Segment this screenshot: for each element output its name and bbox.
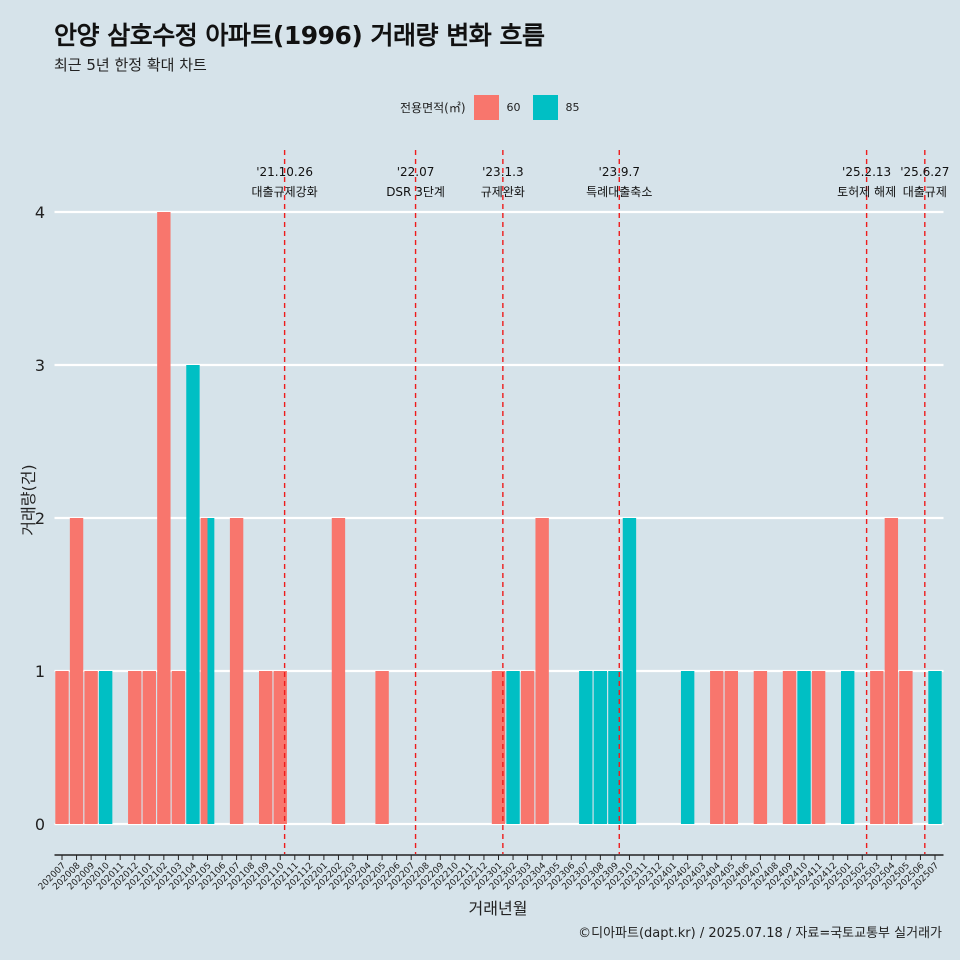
bar-202010-85	[98, 671, 113, 824]
bar-202410-85	[797, 671, 811, 824]
y-tick-label-4: 4	[35, 203, 45, 222]
event-date-4: '25.2.13	[842, 165, 891, 179]
event-date-0: '21.10.26	[256, 165, 313, 179]
chart-title: 안양 삼호수정 아파트(1996) 거래량 변화 흐름	[54, 21, 545, 50]
bar-202409-60	[782, 671, 797, 824]
y-axis-title: 거래량(건)	[19, 464, 38, 535]
bar-202301-60	[491, 671, 506, 824]
bar-202404-60	[710, 671, 724, 824]
bar-202302-85	[506, 671, 520, 824]
event-date-2: '23.1.3	[482, 165, 523, 179]
legend-swatch-85	[532, 94, 558, 120]
bar-202507-85	[928, 671, 942, 824]
y-tick-label-0: 0	[35, 815, 45, 834]
event-date-1: '22.07	[397, 165, 435, 179]
bar-202102-60	[157, 212, 171, 824]
bar-202405-60	[724, 671, 738, 824]
bar-202105-60	[200, 518, 208, 824]
bar-202104-85	[186, 365, 200, 824]
bar-202205-60	[375, 671, 389, 824]
legend-item-60: 60	[473, 94, 527, 120]
event-label-2: 규제완화	[481, 185, 525, 199]
event-label-0: 대출규제강화	[251, 185, 317, 199]
event-date-3: '23.9.7	[599, 165, 640, 179]
bar-202309-85	[608, 671, 622, 824]
legend-swatch-60	[473, 94, 499, 120]
event-label-3: 특례대출축소	[586, 185, 652, 199]
bar-202501-85	[841, 671, 855, 824]
legend: 전용면적(㎡) 60 85	[400, 93, 592, 121]
y-tick-label-2: 2	[35, 509, 45, 528]
legend-label-85: 85	[565, 100, 580, 114]
y-tick-label-3: 3	[35, 356, 45, 375]
bar-202407-60	[753, 671, 768, 824]
bar-202310-85	[622, 518, 637, 824]
caption: ©디아파트(dapt.kr) / 2025.07.18 / 자료=국토교통부 실…	[578, 926, 942, 941]
bar-202202-60	[331, 518, 346, 824]
legend-item-85: 85	[532, 94, 586, 120]
bar-202411-60	[811, 671, 826, 824]
bar-202101-60	[142, 671, 156, 824]
y-tick-label-1: 1	[35, 662, 45, 681]
legend-label-60: 60	[506, 100, 521, 114]
bar-202503-60	[870, 671, 884, 824]
bar-202009-60	[84, 671, 98, 824]
bar-202103-60	[171, 671, 186, 824]
bar-202308-85	[593, 671, 608, 824]
bar-202505-60	[899, 671, 913, 824]
bar-202402-85	[680, 671, 695, 824]
bar-202504-60	[884, 518, 899, 824]
bar-202107-60	[229, 518, 244, 824]
bar-202105-85	[207, 518, 215, 824]
bar-202007-60	[55, 671, 69, 824]
bar-202012-60	[128, 671, 142, 824]
legend-title: 전용면적(㎡)	[400, 100, 466, 115]
event-label-4: 토허제 해제	[837, 185, 896, 199]
x-axis-title: 거래년월	[469, 899, 528, 918]
bar-202304-60	[535, 518, 549, 824]
event-label-1: DSR 3단계	[386, 185, 445, 199]
chart-subtitle: 최근 5년 한정 확대 차트	[54, 56, 207, 74]
bar-202109-60	[259, 671, 273, 824]
bar-202307-85	[579, 671, 593, 824]
bar-202110-60	[273, 671, 287, 824]
event-date-5: '25.6.27	[900, 165, 949, 179]
bar-202303-60	[520, 671, 535, 824]
bar-202008-60	[69, 518, 84, 824]
event-label-5: 대출규제	[903, 185, 947, 199]
